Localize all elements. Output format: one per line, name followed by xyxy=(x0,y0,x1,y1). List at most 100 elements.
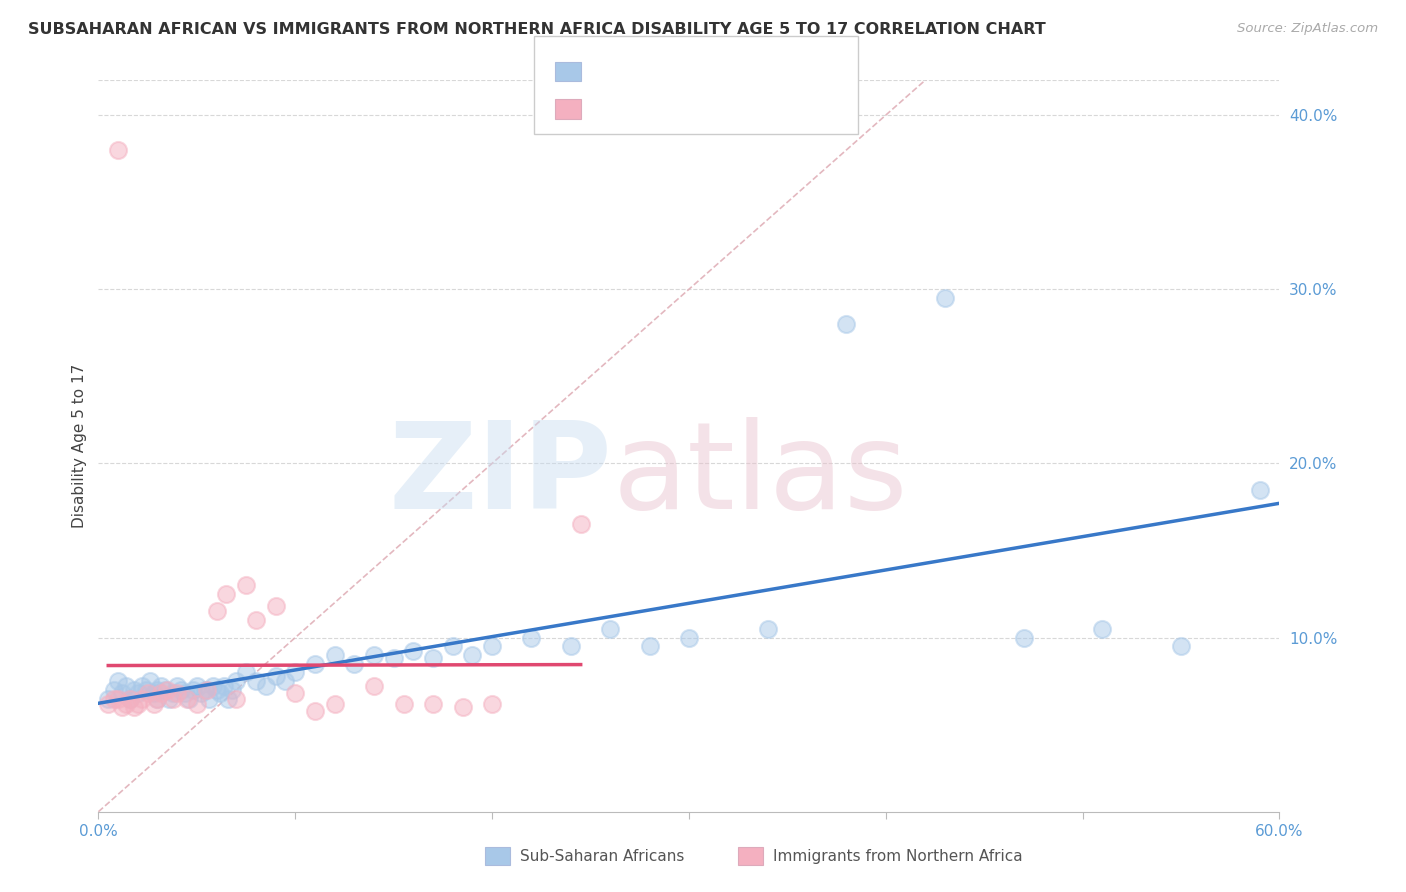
Point xyxy=(122,700,145,714)
Point xyxy=(235,578,257,592)
Point xyxy=(835,317,858,331)
Point xyxy=(201,679,224,693)
Point xyxy=(146,682,169,697)
Point xyxy=(481,640,503,654)
Point xyxy=(520,631,543,645)
Point xyxy=(97,691,120,706)
Point xyxy=(166,686,188,700)
Point xyxy=(155,682,177,697)
Point xyxy=(138,674,160,689)
Point xyxy=(162,691,184,706)
Point xyxy=(304,704,326,718)
Point xyxy=(186,697,208,711)
Text: R =: R = xyxy=(589,62,627,80)
Point xyxy=(461,648,484,662)
Point xyxy=(103,691,125,706)
Point xyxy=(1012,631,1035,645)
Point xyxy=(382,651,405,665)
Point xyxy=(264,669,287,683)
Point xyxy=(146,691,169,706)
Point xyxy=(756,622,779,636)
Point xyxy=(274,674,297,689)
Point xyxy=(363,679,385,693)
Point xyxy=(156,682,179,697)
Point xyxy=(111,700,134,714)
Point xyxy=(174,686,197,700)
Text: N =: N = xyxy=(679,100,728,118)
Point xyxy=(127,697,149,711)
Point xyxy=(181,682,204,697)
Point xyxy=(177,691,200,706)
Point xyxy=(115,679,138,693)
Point xyxy=(150,679,173,693)
Text: Immigrants from Northern Africa: Immigrants from Northern Africa xyxy=(773,849,1024,863)
Point xyxy=(214,679,236,693)
Point xyxy=(142,697,165,711)
Point xyxy=(107,691,129,706)
Point xyxy=(107,143,129,157)
Text: 0.247: 0.247 xyxy=(621,100,676,118)
Point xyxy=(221,682,243,697)
Point xyxy=(402,644,425,658)
Point xyxy=(235,665,257,680)
Point xyxy=(254,679,277,693)
Point xyxy=(284,665,307,680)
Point xyxy=(363,648,385,662)
Text: ZIP: ZIP xyxy=(388,417,612,533)
Point xyxy=(135,682,157,697)
Point xyxy=(197,691,219,706)
Point xyxy=(638,640,661,654)
Point xyxy=(284,686,307,700)
Point xyxy=(205,682,228,697)
Point xyxy=(127,686,149,700)
Text: N =: N = xyxy=(679,62,728,80)
Text: Sub-Saharan Africans: Sub-Saharan Africans xyxy=(520,849,685,863)
Point xyxy=(245,674,267,689)
Point xyxy=(205,604,228,618)
Point xyxy=(323,697,346,711)
Y-axis label: Disability Age 5 to 17: Disability Age 5 to 17 xyxy=(72,364,87,528)
Point xyxy=(451,700,474,714)
Point xyxy=(194,682,217,697)
Text: Source: ZipAtlas.com: Source: ZipAtlas.com xyxy=(1237,22,1378,36)
Point xyxy=(122,682,145,697)
Point xyxy=(245,613,267,627)
Point xyxy=(215,587,238,601)
Point xyxy=(422,651,444,665)
Point xyxy=(118,691,141,706)
Point xyxy=(934,291,956,305)
Point xyxy=(170,682,193,697)
Point xyxy=(166,679,188,693)
Point xyxy=(150,686,173,700)
Point xyxy=(569,517,592,532)
Point xyxy=(157,691,180,706)
Point xyxy=(146,691,169,706)
Point xyxy=(186,679,208,693)
Point xyxy=(111,686,134,700)
Point xyxy=(131,691,153,706)
Point xyxy=(343,657,366,671)
Point xyxy=(560,640,582,654)
Point xyxy=(162,686,184,700)
Point xyxy=(1170,640,1192,654)
Point xyxy=(209,686,232,700)
Text: 0.378: 0.378 xyxy=(621,62,676,80)
Text: 62: 62 xyxy=(728,62,752,80)
Point xyxy=(225,691,247,706)
Point xyxy=(392,697,415,711)
Point xyxy=(441,640,464,654)
Point xyxy=(107,674,129,689)
Point xyxy=(142,686,165,700)
Point xyxy=(190,686,212,700)
Point xyxy=(97,697,120,711)
Point xyxy=(1091,622,1114,636)
Point xyxy=(304,657,326,671)
Point xyxy=(1249,483,1271,497)
Point xyxy=(323,648,346,662)
Point xyxy=(217,691,239,706)
Point xyxy=(264,599,287,614)
Text: SUBSAHARAN AFRICAN VS IMMIGRANTS FROM NORTHERN AFRICA DISABILITY AGE 5 TO 17 COR: SUBSAHARAN AFRICAN VS IMMIGRANTS FROM NO… xyxy=(28,22,1046,37)
Point xyxy=(422,697,444,711)
Point xyxy=(225,674,247,689)
Point xyxy=(118,691,141,706)
